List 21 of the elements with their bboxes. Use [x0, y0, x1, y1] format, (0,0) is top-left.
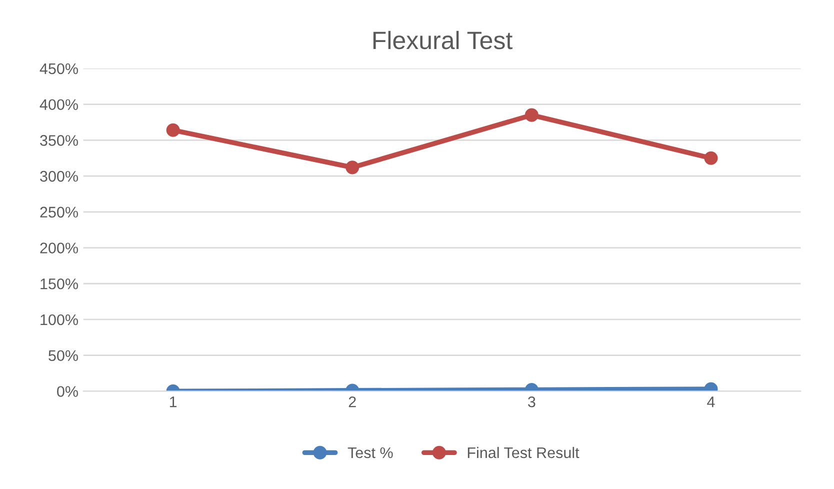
point	[166, 123, 180, 137]
y-tick-label: 100%	[40, 314, 78, 326]
x-tick-label: 4	[707, 396, 715, 408]
x-tick-label: 3	[528, 396, 536, 408]
y-tick-label: 200%	[40, 242, 78, 254]
x-tick-label: 1	[170, 396, 177, 408]
y-tick-label: 150%	[40, 278, 78, 290]
chart-title: Flexural Test	[373, 30, 512, 50]
y-tick-label: 350%	[40, 135, 78, 146]
y-tick-label: 400%	[40, 99, 78, 110]
y-tick-label: 50%	[48, 350, 78, 362]
point	[704, 151, 718, 165]
y-tick-label: 450%	[40, 63, 78, 74]
y-tick-label: 300%	[40, 170, 78, 182]
y-tick-label: 250%	[40, 206, 78, 218]
y-tick-label: 0%	[57, 386, 78, 397]
point	[346, 160, 360, 174]
legend-label: Test %	[348, 447, 393, 458]
point	[524, 108, 538, 122]
x-tick-label: 2	[348, 396, 356, 408]
legend-label: Final Test Result	[468, 446, 580, 458]
